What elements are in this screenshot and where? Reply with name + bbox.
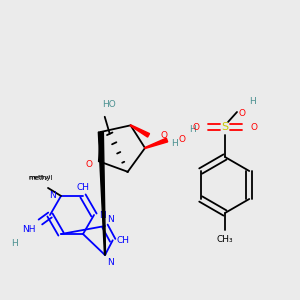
Text: H: H bbox=[190, 125, 196, 134]
Text: O: O bbox=[250, 122, 257, 131]
Text: CH: CH bbox=[116, 236, 129, 245]
Text: O: O bbox=[193, 122, 200, 131]
Text: NH: NH bbox=[22, 226, 35, 235]
Text: O: O bbox=[178, 136, 185, 145]
Text: HO: HO bbox=[102, 100, 116, 109]
Text: H: H bbox=[11, 239, 18, 248]
Text: CH: CH bbox=[76, 183, 89, 192]
Polygon shape bbox=[130, 125, 149, 137]
Text: N: N bbox=[99, 211, 105, 220]
Text: O: O bbox=[85, 160, 92, 169]
Polygon shape bbox=[145, 138, 168, 148]
Text: O: O bbox=[160, 131, 167, 140]
Text: H: H bbox=[171, 139, 178, 148]
Text: methyl: methyl bbox=[28, 176, 50, 180]
Text: O: O bbox=[238, 109, 245, 118]
Text: CH₃: CH₃ bbox=[217, 236, 233, 244]
Text: S: S bbox=[221, 122, 229, 132]
Text: N: N bbox=[106, 214, 113, 224]
Text: N: N bbox=[50, 191, 56, 200]
Text: N: N bbox=[106, 257, 113, 266]
Polygon shape bbox=[98, 132, 106, 255]
Text: methyl: methyl bbox=[29, 175, 53, 181]
Text: H: H bbox=[250, 97, 256, 106]
